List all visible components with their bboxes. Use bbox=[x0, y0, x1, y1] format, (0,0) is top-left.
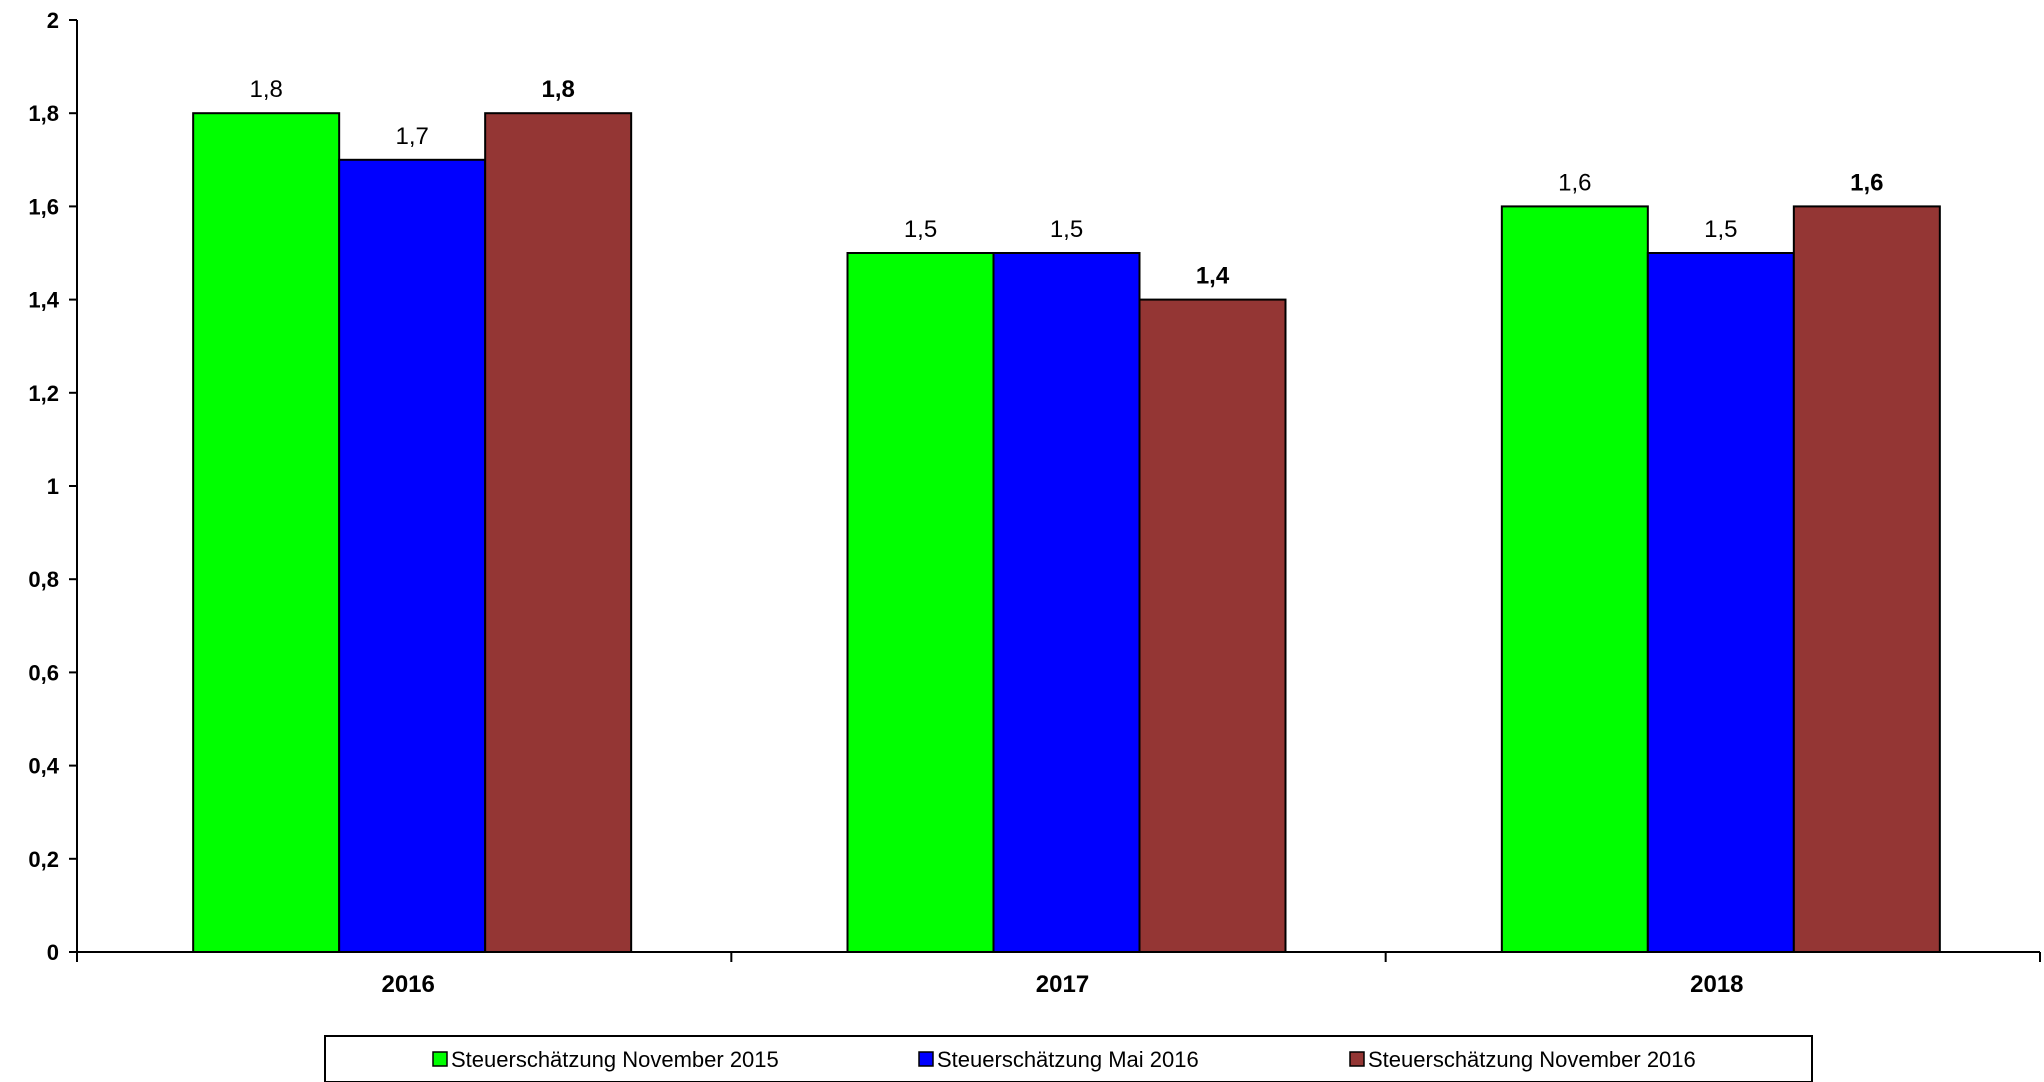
y-tick-label: 2 bbox=[47, 8, 59, 33]
bar bbox=[992, 252, 1141, 953]
data-label: 1,5 bbox=[1704, 216, 1737, 243]
bar bbox=[1500, 205, 1649, 953]
data-label: 1,7 bbox=[395, 123, 428, 150]
y-tick-label: 0,4 bbox=[28, 754, 59, 779]
y-tick-label: 0 bbox=[47, 940, 59, 965]
legend-label: Steuerschätzung Mai 2016 bbox=[937, 1047, 1199, 1072]
x-tick-label: 2017 bbox=[1036, 971, 1089, 998]
data-label: 1,5 bbox=[1050, 216, 1083, 243]
x-tick-label: 2016 bbox=[381, 971, 434, 998]
y-tick-label: 1,2 bbox=[28, 381, 59, 406]
legend: Steuerschätzung November 2015 Steuerschät… bbox=[324, 1035, 1813, 1082]
bar bbox=[1792, 205, 1941, 953]
legend-swatch bbox=[918, 1051, 934, 1067]
bar bbox=[1646, 252, 1795, 953]
y-tick-label: 1,8 bbox=[28, 101, 59, 126]
data-label: 1,4 bbox=[1196, 263, 1230, 290]
data-labels: 1,8 1,7 1,8 1,5 1,5 1,4 1,6 1,5 1,6 bbox=[249, 76, 1883, 289]
y-tick-label: 0,2 bbox=[28, 847, 59, 872]
legend-label: Steuerschätzung November 2015 bbox=[451, 1047, 779, 1072]
y-tick-label: 1 bbox=[47, 474, 59, 499]
y-tick-label: 1,4 bbox=[28, 288, 59, 313]
bar bbox=[846, 252, 995, 953]
data-label: 1,8 bbox=[249, 76, 282, 103]
x-tick-label: 2018 bbox=[1690, 971, 1743, 998]
bar bbox=[484, 112, 633, 953]
bars bbox=[192, 112, 1941, 954]
y-tick-label: 0,6 bbox=[28, 660, 59, 685]
data-label: 1,6 bbox=[1558, 169, 1591, 196]
bar bbox=[1138, 298, 1287, 954]
legend-box bbox=[324, 1035, 1813, 1082]
bar bbox=[338, 158, 487, 954]
legend-label: Steuerschätzung November 2016 bbox=[1368, 1047, 1696, 1072]
bar bbox=[192, 112, 341, 953]
legend-swatch bbox=[432, 1051, 448, 1067]
data-label: 1,5 bbox=[904, 216, 937, 243]
y-tick-label: 0,8 bbox=[28, 567, 59, 592]
data-label: 1,8 bbox=[541, 76, 574, 103]
y-tick-label: 1,6 bbox=[28, 194, 59, 219]
data-label: 1,6 bbox=[1850, 169, 1883, 196]
legend-swatch bbox=[1349, 1051, 1365, 1067]
